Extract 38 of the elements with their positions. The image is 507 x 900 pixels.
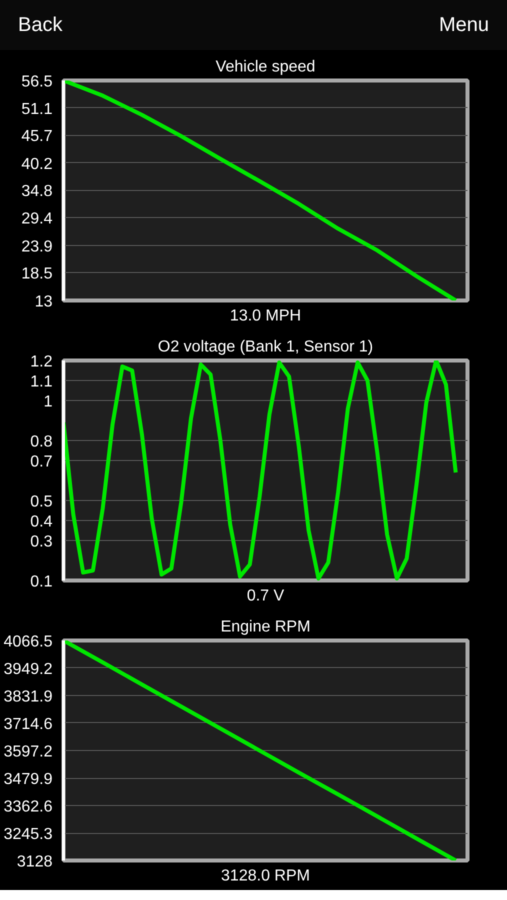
y-tick-label: 45.7: [21, 128, 53, 146]
line-series: [64, 640, 458, 860]
y-tick-label: 40.2: [21, 156, 53, 173]
line-series: [64, 360, 458, 580]
y-tick-label: 0.1: [30, 574, 53, 590]
y-tick-label: 56.5: [21, 74, 53, 90]
chart-title: O2 voltage (Bank 1, Sensor 1): [158, 338, 374, 356]
y-tick-label: 34.8: [21, 183, 53, 200]
text: 3128.0 RPM: [221, 868, 310, 884]
y-tick-label: 51.1: [21, 100, 53, 118]
y-tick-label: 0.3: [30, 534, 53, 550]
y-tick-label: 13: [34, 294, 53, 310]
y-tick-label: 0.7: [30, 454, 53, 470]
y-tick-label: 3949.2: [4, 660, 53, 678]
y-tick-label: 3479.9: [4, 771, 53, 788]
y-tick-label: 0.4: [30, 514, 53, 530]
y-tick-label: 23.9: [21, 238, 53, 256]
chart-title: Vehicle speed: [216, 58, 316, 76]
text: 13.0 MPH: [230, 308, 302, 324]
y-tick-label: 3597.2: [4, 744, 53, 761]
text: Back: [18, 12, 62, 38]
y-tick-label: 1: [44, 394, 53, 410]
y-tick-label: 3831.9: [4, 688, 53, 706]
y-tick-label: 18.5: [21, 266, 53, 283]
y-tick-label: 0.8: [30, 434, 53, 450]
y-tick-label: 4066.5: [4, 634, 53, 650]
y-tick-label: 0.5: [30, 494, 53, 510]
y-tick-label: 29.4: [21, 210, 53, 228]
text: Menu: [438, 12, 489, 38]
y-tick-label: 3245.3: [4, 826, 53, 844]
y-tick-label: 3714.6: [4, 716, 53, 733]
y-tick-label: 1.2: [30, 354, 53, 370]
text: 0.7 V: [246, 588, 285, 604]
y-tick-label: 3362.6: [4, 798, 53, 816]
y-tick-label: 1.1: [30, 374, 53, 390]
y-tick-label: 3128: [16, 854, 53, 870]
chart-title: Engine RPM: [220, 618, 310, 636]
line-series: [64, 80, 458, 300]
